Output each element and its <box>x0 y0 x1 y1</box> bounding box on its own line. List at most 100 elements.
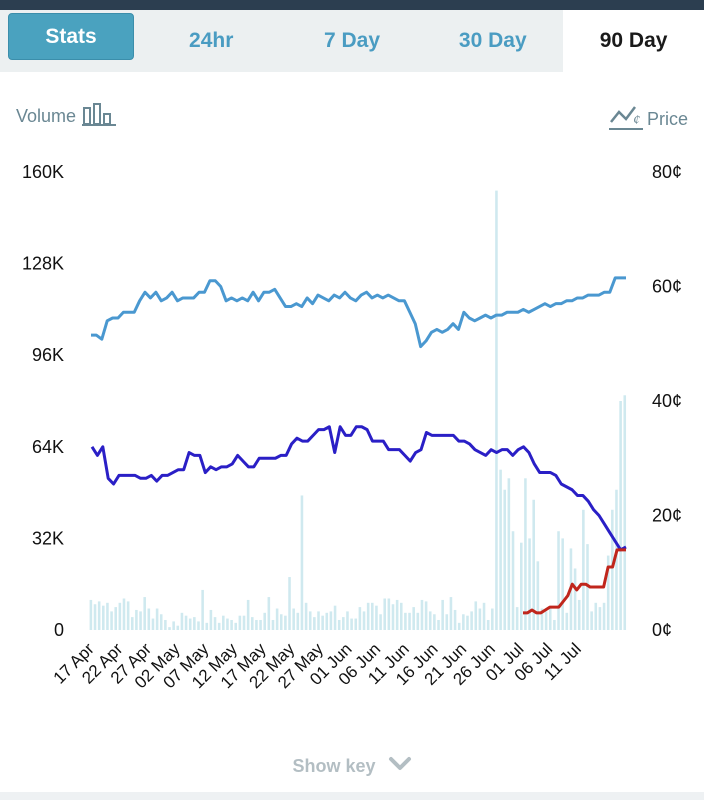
right-axis-tick-label: 40¢ <box>652 391 682 411</box>
volume-bar <box>234 622 238 630</box>
volume-bar <box>532 499 535 630</box>
volume-bar <box>611 509 614 630</box>
volume-bar <box>321 615 324 630</box>
volume-bar <box>462 614 465 630</box>
tab-24hr[interactable]: 24hr <box>140 10 282 72</box>
volume-bar <box>284 615 287 630</box>
right-axis-tick-label: 80¢ <box>652 162 682 182</box>
volume-bar <box>201 589 204 630</box>
volume-bar <box>457 622 461 630</box>
volume-bar <box>317 611 320 630</box>
volume-bar <box>213 617 217 630</box>
series-line-red <box>523 548 626 615</box>
volume-bar <box>114 607 117 630</box>
volume-bar <box>503 489 507 630</box>
volume-bar <box>544 611 548 630</box>
volume-bar <box>375 605 378 630</box>
volume-legend[interactable]: Volume <box>16 102 117 131</box>
volume-bar <box>420 599 424 630</box>
volume-bar <box>259 619 262 630</box>
volume-bar <box>615 489 618 630</box>
price-legend-label: Price <box>646 109 688 129</box>
volume-bar <box>197 621 200 630</box>
volume-bar <box>437 619 440 630</box>
volume-bar <box>89 599 93 630</box>
left-axis-tick-label: 0 <box>54 620 64 640</box>
volume-bar <box>354 618 358 630</box>
volume-legend-label: Volume <box>16 106 77 126</box>
series-line-light-blue <box>91 276 626 349</box>
volume-bar <box>362 611 366 630</box>
volume-bar <box>561 538 564 630</box>
volume-bar <box>313 617 316 630</box>
tab-90-day[interactable]: 90 Day <box>563 10 704 72</box>
tab-stats[interactable]: Stats <box>0 10 141 72</box>
volume-bar <box>155 608 159 630</box>
left-axis-tick-label: 96K <box>32 345 64 365</box>
show-key-label: Show key <box>292 756 376 776</box>
volume-bar <box>408 612 411 630</box>
volume-bar <box>404 612 407 630</box>
volume-bar <box>557 531 560 630</box>
volume-bar <box>619 401 622 630</box>
volume-bar <box>122 598 126 630</box>
volume-bar <box>159 614 163 630</box>
volume-bar <box>391 604 395 630</box>
volume-bar <box>147 608 151 630</box>
volume-bar <box>205 622 209 630</box>
volume-bar <box>346 611 349 630</box>
volume-bar <box>238 615 242 630</box>
tab-7-day[interactable]: 7 Day <box>281 10 423 72</box>
show-key-toggle[interactable]: Show key <box>0 756 704 777</box>
volume-bar <box>548 607 552 630</box>
volume-bar <box>292 608 295 630</box>
volume-bar <box>226 618 229 630</box>
volume-bar <box>110 611 113 630</box>
volume-bar <box>540 608 544 630</box>
svg-text:¢: ¢ <box>633 113 640 128</box>
volume-bar <box>304 602 308 630</box>
volume-bar <box>246 599 250 630</box>
volume-bar <box>379 614 382 630</box>
volume-bar <box>279 614 283 630</box>
volume-bar <box>366 602 370 630</box>
right-axis-tick-label: 20¢ <box>652 506 682 526</box>
volume-bar <box>333 605 337 630</box>
volume-bar <box>143 597 146 630</box>
left-axis-tick-label: 64K <box>32 437 64 457</box>
volume-bar <box>188 618 192 630</box>
volume-bar <box>230 619 233 630</box>
volume-bar <box>424 601 428 631</box>
volume-bar <box>387 598 391 630</box>
volume-bar <box>565 612 569 630</box>
chart-legend: Volume ¢ Price <box>0 96 704 130</box>
volume-bar <box>308 611 312 630</box>
stats-button[interactable]: Stats <box>8 13 134 60</box>
volume-bar <box>271 619 275 630</box>
volume-bar <box>97 601 101 631</box>
volume-bar <box>445 614 449 630</box>
volume-bar <box>151 618 155 630</box>
left-axis-tick-label: 128K <box>22 254 64 274</box>
volume-bar <box>515 607 519 630</box>
app-top-bar <box>0 0 704 10</box>
period-tabs: Stats 24hr 7 Day 30 Day 90 Day <box>0 10 704 72</box>
price-legend[interactable]: ¢ Price <box>608 102 688 137</box>
volume-bar <box>449 597 453 630</box>
volume-bar <box>577 599 581 630</box>
volume-bar <box>325 612 329 630</box>
volume-bar <box>242 615 246 630</box>
volume-bar <box>118 602 122 630</box>
tab-30-day[interactable]: 30 Day <box>422 10 564 72</box>
volume-bar <box>275 608 279 630</box>
volume-bar <box>176 625 180 630</box>
volume-bar <box>255 619 258 630</box>
volume-bar <box>474 601 478 631</box>
left-axis-tick-label: 32K <box>32 528 64 548</box>
price-line-icon: ¢ <box>608 102 647 137</box>
bar-chart-icon <box>76 102 117 131</box>
volume-bar <box>130 617 134 630</box>
volume-bar <box>536 561 540 630</box>
volume-bar <box>358 607 362 630</box>
